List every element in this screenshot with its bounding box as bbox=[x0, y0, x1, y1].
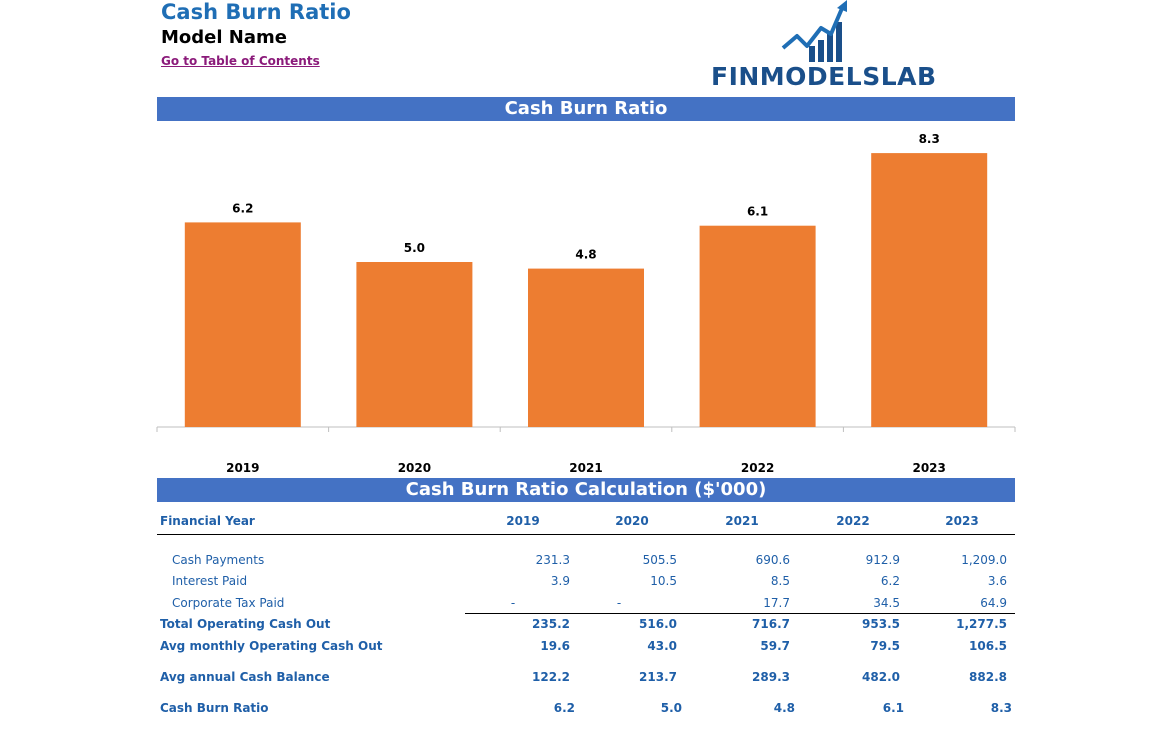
cell-value: 882.8 bbox=[969, 670, 1007, 684]
cell-value: 79.5 bbox=[870, 639, 900, 653]
row-label: Cash Burn Ratio bbox=[160, 701, 269, 715]
category-label: 2022 bbox=[741, 461, 774, 475]
data-label: 5.0 bbox=[404, 241, 425, 255]
cell-value: 953.5 bbox=[862, 617, 900, 631]
cell-value: - bbox=[616, 596, 622, 610]
table-row: Avg annual Cash Balance 122.2 213.7 289.… bbox=[157, 670, 1015, 688]
finmodelslab-logo bbox=[781, 0, 847, 62]
category-label: 2021 bbox=[569, 461, 602, 475]
cell-value: 690.6 bbox=[755, 553, 790, 567]
logo-chart-icon bbox=[781, 0, 847, 62]
cell-value: 6.1 bbox=[882, 701, 904, 715]
row-label: Cash Payments bbox=[172, 553, 265, 567]
table-of-contents-link[interactable]: Go to Table of Contents bbox=[161, 54, 320, 68]
year-header: 2021 bbox=[725, 514, 759, 528]
cell-value: 516.0 bbox=[639, 617, 677, 631]
cell-value: 716.7 bbox=[752, 617, 790, 631]
category-label: 2023 bbox=[912, 461, 945, 475]
table-row: Avg monthly Operating Cash Out 19.6 43.0… bbox=[157, 639, 1015, 657]
data-label: 4.8 bbox=[575, 248, 596, 262]
data-label: 6.2 bbox=[232, 201, 253, 215]
cell-value: 106.5 bbox=[969, 639, 1007, 653]
table-row: Cash Burn Ratio 6.2 5.0 4.8 6.1 8.3 bbox=[157, 701, 1015, 719]
bar-2020 bbox=[356, 262, 473, 427]
row-label: Avg annual Cash Balance bbox=[160, 670, 330, 684]
cell-value: 235.2 bbox=[532, 617, 570, 631]
year-header: 2022 bbox=[836, 514, 870, 528]
cell-value: - bbox=[510, 596, 516, 610]
cell-value: 34.5 bbox=[873, 596, 900, 610]
cell-value: 912.9 bbox=[865, 553, 900, 567]
table-header-row: Financial Year 2019 2020 2021 2022 2023 bbox=[157, 514, 1015, 532]
row-label: Interest Paid bbox=[172, 574, 248, 588]
cell-value: 17.7 bbox=[763, 596, 790, 610]
table-title-banner: Cash Burn Ratio Calculation ($'000) bbox=[157, 478, 1015, 502]
cell-value: 3.9 bbox=[550, 574, 570, 588]
bar-2023 bbox=[871, 153, 988, 427]
row-label: Avg monthly Operating Cash Out bbox=[160, 639, 383, 653]
cell-value: 43.0 bbox=[647, 639, 677, 653]
category-label: 2019 bbox=[226, 461, 259, 475]
header-divider bbox=[157, 534, 1015, 535]
cell-value: 122.2 bbox=[532, 670, 570, 684]
data-label: 6.1 bbox=[747, 205, 768, 219]
subtotal-divider bbox=[465, 613, 1015, 614]
cell-value: 19.6 bbox=[540, 639, 570, 653]
cell-value: 1,209.0 bbox=[961, 553, 1007, 567]
table-row: Total Operating Cash Out 235.2 516.0 716… bbox=[157, 617, 1015, 635]
calculation-table: Financial Year 2019 2020 2021 2022 2023 … bbox=[157, 0, 1015, 730]
cell-value: 64.9 bbox=[980, 596, 1007, 610]
cell-value: 5.0 bbox=[660, 701, 682, 715]
financial-year-label: Financial Year bbox=[160, 514, 255, 528]
cell-value: 289.3 bbox=[752, 670, 790, 684]
category-label: 2020 bbox=[398, 461, 431, 475]
year-header: 2019 bbox=[506, 514, 540, 528]
bar-2019 bbox=[184, 222, 301, 427]
data-label: 8.3 bbox=[919, 132, 940, 146]
model-name: Model Name bbox=[161, 27, 287, 48]
table-row: Corporate Tax Paid - - 17.7 34.5 64.9 bbox=[157, 596, 1015, 614]
cell-value: 213.7 bbox=[639, 670, 677, 684]
row-label: Total Operating Cash Out bbox=[160, 617, 331, 631]
cell-value: 3.6 bbox=[987, 574, 1007, 588]
cell-value: 10.5 bbox=[650, 574, 677, 588]
year-header: 2023 bbox=[945, 514, 979, 528]
cell-value: 1,277.5 bbox=[956, 617, 1007, 631]
cell-value: 4.8 bbox=[773, 701, 795, 715]
cash-burn-ratio-chart: 6.2 5.0 4.8 6.1 8.3 2019 2020 2021 2022 2023 bbox=[156, 132, 1016, 475]
cell-value: 8.3 bbox=[990, 701, 1012, 715]
cell-value: 505.5 bbox=[642, 553, 677, 567]
year-header: 2020 bbox=[615, 514, 649, 528]
row-label: Corporate Tax Paid bbox=[172, 596, 285, 610]
table-row: Cash Payments 231.3 505.5 690.6 912.9 1,… bbox=[157, 553, 1015, 571]
sheet-title: Cash Burn Ratio bbox=[161, 0, 351, 24]
bar-2022 bbox=[699, 225, 816, 427]
cell-value: 6.2 bbox=[880, 574, 900, 588]
chart-title-banner: Cash Burn Ratio bbox=[157, 97, 1015, 121]
cell-value: 6.2 bbox=[553, 701, 575, 715]
logo-text: FINMODELSLAB bbox=[711, 62, 937, 91]
cell-value: 8.5 bbox=[770, 574, 790, 588]
cell-value: 231.3 bbox=[535, 553, 570, 567]
table-row: Interest Paid 3.9 10.5 8.5 6.2 3.6 bbox=[157, 574, 1015, 592]
bar-2021 bbox=[528, 268, 644, 427]
cell-value: 59.7 bbox=[760, 639, 790, 653]
cell-value: 482.0 bbox=[862, 670, 900, 684]
